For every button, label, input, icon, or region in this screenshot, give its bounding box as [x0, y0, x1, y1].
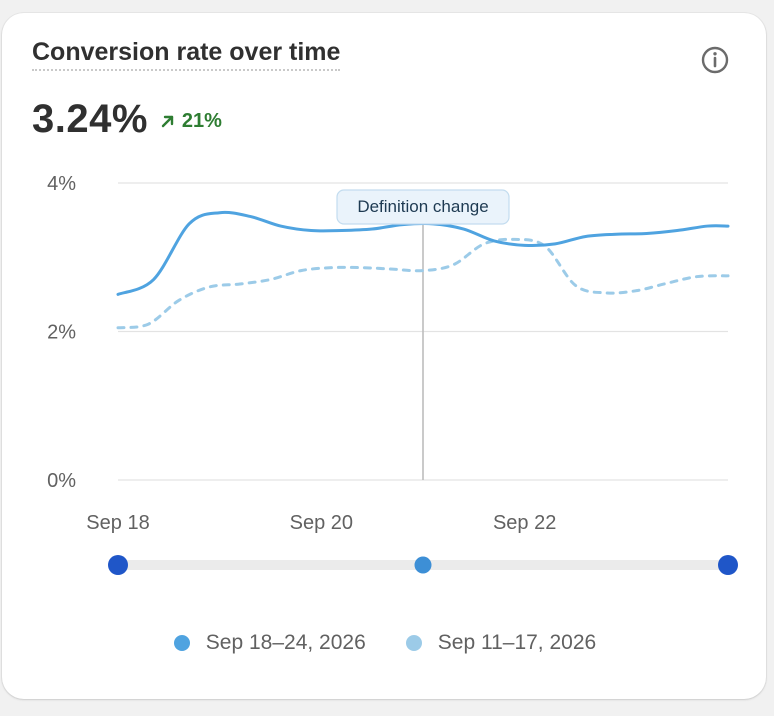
metric-value: 3.24%: [32, 96, 148, 141]
legend-label-previous: Sep 11–17, 2026: [437, 631, 597, 654]
metric-row: 3.24% 21%: [32, 94, 222, 144]
x-tick-label: Sep 18: [86, 512, 149, 534]
series-line-previous: [116, 237, 730, 330]
y-tick-label: 2%: [47, 322, 76, 344]
annotation-label: Definition change: [357, 197, 488, 216]
legend-item-previous[interactable]: Sep 11–17, 2026: [405, 631, 597, 655]
range-slider-start-handle[interactable]: [108, 555, 128, 575]
legend-label-current: Sep 18–24, 2026: [205, 631, 366, 654]
delta-value: 21%: [181, 109, 222, 132]
info-circle-icon[interactable]: [699, 44, 731, 76]
delta-badge: 21%: [160, 106, 222, 133]
range-slider-marker-handle[interactable]: [414, 556, 432, 574]
x-tick-label: Sep 20: [290, 512, 353, 534]
range-slider-end-handle[interactable]: [718, 555, 738, 575]
y-tick-label: 4%: [47, 173, 76, 195]
annotation-tooltip: [336, 189, 510, 225]
x-tick-label: Sep 22: [493, 512, 556, 534]
conversion-rate-card: [2, 13, 766, 699]
arrow-up-right-icon: [161, 115, 174, 128]
y-tick-label: 0%: [47, 470, 76, 492]
legend-dot-current: [173, 635, 190, 651]
legend-item-current[interactable]: Sep 18–24, 2026: [173, 631, 366, 655]
legend-dot-previous: [405, 635, 422, 651]
card-title[interactable]: Conversion rate over time: [32, 38, 341, 71]
chart-legend: Sep 18–24, 2026 Sep 11–17, 2026: [0, 631, 770, 655]
